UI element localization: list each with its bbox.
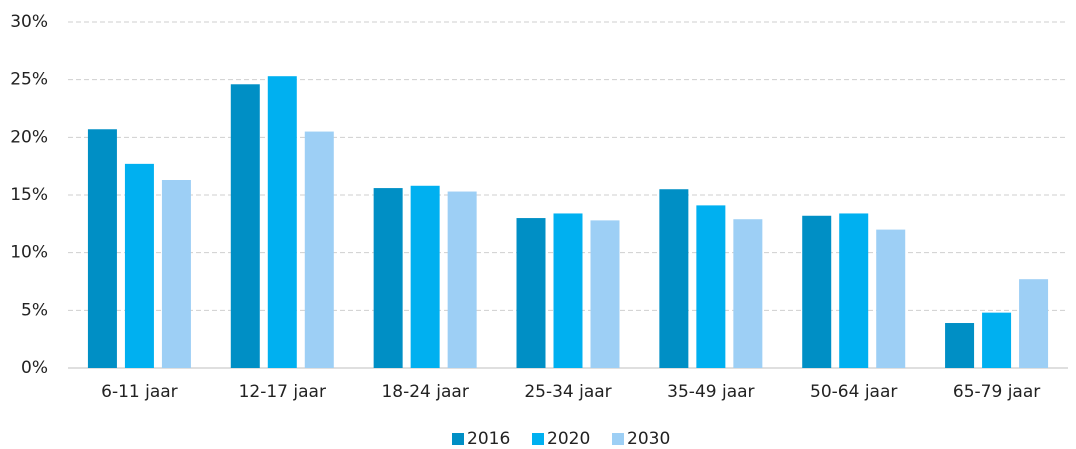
y-tick-label: 10% — [10, 243, 48, 263]
bar — [590, 220, 620, 368]
bar — [124, 163, 154, 368]
x-tick-label: 12-17 jaar — [239, 382, 326, 402]
bar — [802, 215, 832, 368]
y-tick-label: 30% — [10, 12, 48, 32]
bar — [373, 188, 403, 368]
bar — [267, 76, 297, 368]
bar — [945, 323, 975, 368]
x-tick-label: 25-34 jaar — [524, 382, 611, 402]
legend-swatch — [452, 433, 464, 445]
bar — [553, 213, 583, 368]
legend-label: 2030 — [627, 429, 670, 449]
y-tick-label: 25% — [10, 70, 48, 90]
x-tick-label: 6-11 jaar — [101, 382, 178, 402]
y-tick-label: 15% — [10, 185, 48, 205]
bar — [230, 84, 260, 368]
bar — [161, 180, 191, 368]
bar — [87, 129, 117, 368]
y-tick-label: 20% — [10, 127, 48, 147]
bar — [659, 189, 689, 368]
bar — [696, 205, 726, 368]
y-tick-label: 0% — [21, 358, 48, 378]
bar — [982, 312, 1012, 368]
x-tick-label: 18-24 jaar — [381, 382, 468, 402]
bar — [1019, 279, 1049, 368]
legend-swatch — [532, 433, 544, 445]
bar — [304, 131, 334, 368]
legend-label: 2016 — [467, 429, 510, 449]
x-tick-label: 35-49 jaar — [667, 382, 754, 402]
bar — [447, 191, 477, 368]
x-tick-label: 50-64 jaar — [810, 382, 897, 402]
bar — [876, 229, 906, 368]
legend-swatch — [612, 433, 624, 445]
bar — [839, 213, 869, 368]
bar — [516, 218, 546, 368]
bar — [733, 219, 763, 368]
legend-label: 2020 — [547, 429, 590, 449]
x-tick-label: 65-79 jaar — [953, 382, 1040, 402]
y-tick-label: 5% — [21, 300, 48, 320]
bar — [410, 185, 440, 368]
